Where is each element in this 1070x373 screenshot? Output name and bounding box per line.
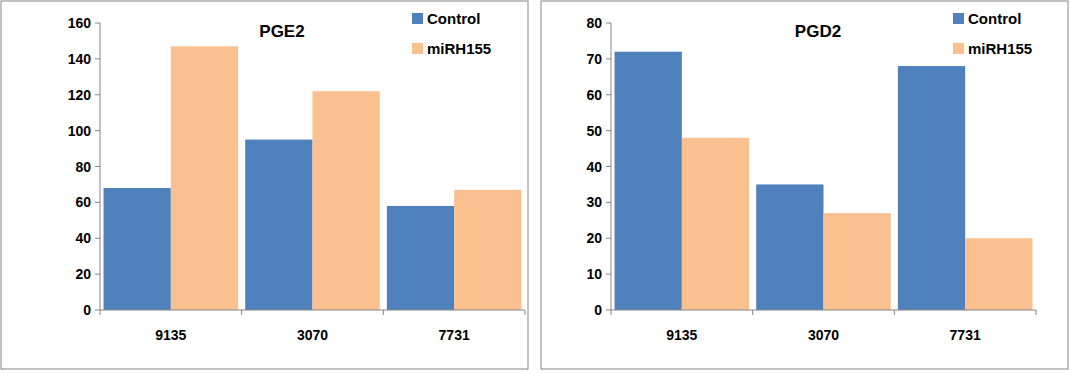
title: PGD2	[795, 22, 841, 41]
y-tick-label: 10	[586, 266, 602, 282]
y-tick	[95, 94, 100, 95]
x-tick-divider	[100, 310, 101, 315]
x-tick-label: 9135	[666, 327, 697, 343]
y-tick-label: 60	[586, 87, 602, 103]
y-tick	[95, 274, 100, 275]
y-tick	[606, 58, 611, 59]
bar	[965, 238, 1032, 310]
bar	[454, 190, 521, 310]
y-tick	[95, 130, 100, 131]
legend-swatch	[412, 43, 423, 54]
y-tick	[95, 310, 100, 311]
y-tick-label: 120	[68, 87, 92, 103]
x-tick-label: 7731	[950, 327, 981, 343]
bar	[898, 66, 965, 310]
y-tick-label: 100	[68, 123, 92, 139]
y-tick-label: 60	[75, 194, 91, 210]
legend-swatch	[412, 13, 423, 24]
y-tick	[606, 23, 611, 24]
y-tick	[95, 166, 100, 167]
y-tick-label: 0	[83, 302, 91, 318]
y-tick	[606, 94, 611, 95]
x-tick-divider	[241, 310, 242, 315]
bar	[682, 138, 749, 310]
y-tick-label: 40	[586, 159, 602, 175]
x-tick-divider	[752, 310, 753, 315]
y-tick	[606, 310, 611, 311]
bar	[756, 184, 823, 310]
panel: 0 20 40 60 80 100 120 140 160 9135 3070 7731 PGE2 Con…	[1, 1, 528, 369]
y-tick-label: 70	[586, 51, 602, 67]
bar	[615, 52, 682, 310]
x-tick-divider	[611, 310, 612, 315]
y-tick-label: 80	[75, 159, 91, 175]
title: PGE2	[259, 22, 304, 41]
x-tick-divider	[383, 310, 384, 315]
legend-label: miRH155	[427, 40, 491, 57]
legend-label: Control	[427, 10, 480, 27]
x-tick-label: 9135	[155, 327, 186, 343]
y-tick	[606, 166, 611, 167]
y-tick	[95, 238, 100, 239]
bar	[104, 188, 171, 310]
y-tick-label: 20	[75, 266, 91, 282]
x-tick-label: 3070	[297, 327, 328, 343]
x-tick-label: 3070	[808, 327, 839, 343]
bars	[615, 52, 1033, 310]
x-axis	[100, 310, 525, 311]
y-tick	[606, 130, 611, 131]
bar	[245, 140, 312, 310]
x-tick-divider	[894, 310, 895, 315]
y-tick	[95, 202, 100, 203]
y-tick-label: 160	[68, 15, 92, 31]
y-tick-label: 0	[594, 302, 602, 318]
panel-frame	[1, 1, 528, 369]
bar	[824, 213, 891, 310]
legend-swatch	[953, 43, 964, 54]
x-tick-divider	[1036, 310, 1037, 315]
y-tick-label: 40	[75, 230, 91, 246]
x-tick-divider	[525, 310, 526, 315]
bar	[387, 206, 454, 310]
legend-label: Control	[968, 10, 1021, 27]
y-tick-label: 20	[586, 230, 602, 246]
bars	[104, 46, 522, 310]
y-tick-label: 80	[586, 15, 602, 31]
bar	[171, 46, 238, 310]
panel: 0 10 20 30 40 50 60 70 80 9135 3070 7731 PGD2 Control…	[541, 1, 1068, 369]
y-tick	[606, 274, 611, 275]
y-tick	[606, 238, 611, 239]
bar	[313, 91, 380, 310]
x-axis	[611, 310, 1036, 311]
y-tick-label: 30	[586, 194, 602, 210]
legend-swatch	[953, 13, 964, 24]
panel-frame	[541, 1, 1068, 369]
y-tick	[606, 202, 611, 203]
legend-label: miRH155	[968, 40, 1032, 57]
y-tick	[95, 23, 100, 24]
y-tick	[95, 58, 100, 59]
y-tick-label: 140	[68, 51, 92, 67]
x-tick-label: 7731	[439, 327, 470, 343]
figure: 020406080100120140160913530707731PGE2Con…	[0, 0, 1070, 373]
y-tick-label: 50	[586, 123, 602, 139]
